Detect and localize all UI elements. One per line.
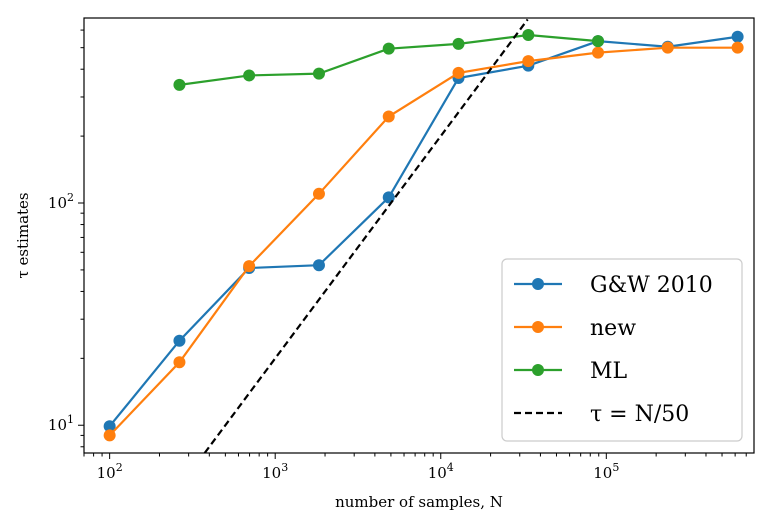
data-point-s2-0 [173,78,186,91]
y-tick-label: 102 [48,191,74,212]
x-tick-label: 104 [428,461,454,482]
axes-layer: 102 103 104 105 101 102 [48,17,755,482]
data-point-s0-1 [173,334,186,347]
data-point-s2-4 [452,37,465,50]
data-point-s1-6 [522,55,535,68]
legend-label-3: τ = N/50 [590,402,689,427]
legend-label-2: ML [590,359,628,384]
legend-label-1: new [590,316,636,341]
y-axis-label: τ estimates [14,192,32,278]
axes-frame [83,17,755,454]
x-tick-label: 102 [97,461,123,482]
data-point-s1-7 [592,46,605,59]
data-point-s1-2 [243,260,256,273]
series-layer [103,18,744,453]
y-tick-label: 101 [48,413,74,434]
data-point-s1-5 [452,66,465,79]
data-point-s1-0 [103,429,116,442]
series-line-0 [108,35,738,427]
data-point-s1-3 [312,187,325,200]
data-point-s2-6 [592,35,605,48]
data-point-s1-8 [661,41,674,54]
data-point-s1-9 [731,41,744,54]
data-point-s1-4 [382,110,395,123]
data-point-s2-1 [243,69,256,82]
x-axis-label: number of samples, N [335,493,503,511]
data-point-s1-1 [173,356,186,369]
data-point-s0-0 [103,420,116,433]
legend-marker-1 [532,321,544,333]
series-line-3 [203,18,529,453]
x-tick-label: 103 [262,461,288,482]
data-point-s2-3 [382,42,395,55]
legend-box [501,258,743,442]
legend-label-0: G&W 2010 [590,273,713,298]
legend-marker-0 [532,278,544,290]
data-point-s0-3 [312,259,325,272]
data-point-s0-9 [731,30,744,43]
data-point-s2-5 [522,29,535,42]
x-tick-label: 105 [593,461,619,482]
series-line-1 [108,46,738,437]
data-point-s2-2 [312,67,325,80]
legend-marker-2 [532,364,544,376]
legend: G&W 2010 new ML τ = N/50 [501,258,743,442]
